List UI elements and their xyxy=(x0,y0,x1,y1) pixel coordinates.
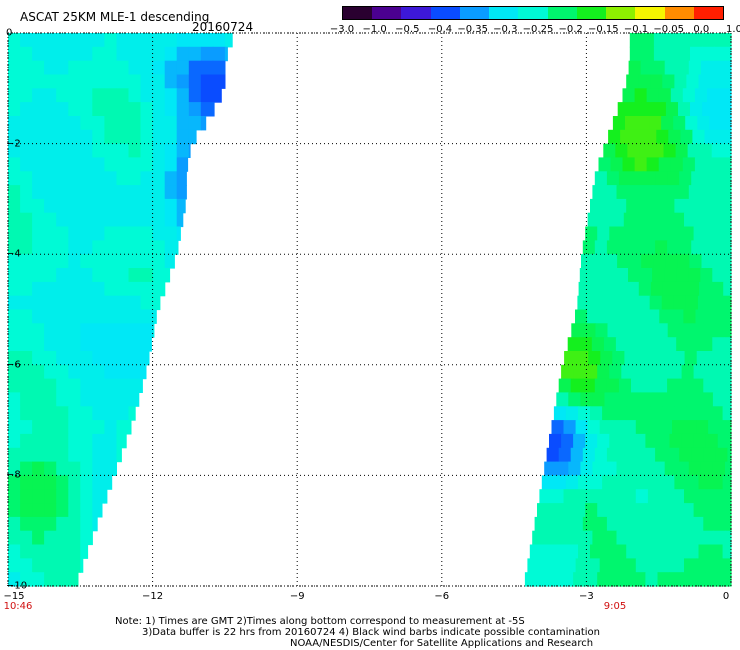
colorbar-label: −0.2 xyxy=(558,24,583,35)
y-tick-label: −4 xyxy=(6,248,21,260)
colorbar-label: 0.0 xyxy=(693,24,710,35)
colorbar-label: −0.05 xyxy=(653,24,684,35)
x-tick-label: −12 xyxy=(142,591,164,602)
time-left: 10:46 xyxy=(3,601,33,612)
swath-east xyxy=(524,33,732,587)
note-line-2: 3)Data buffer is 22 hrs from 20160724 4)… xyxy=(142,627,600,638)
x-tick-label: −9 xyxy=(289,591,305,602)
colorbar-segment xyxy=(518,7,548,19)
colorbar-label: −1.0 xyxy=(362,24,387,35)
colorbar-label: −3.0 xyxy=(329,24,355,35)
colorbar-segment xyxy=(664,7,694,19)
colorbar-segment xyxy=(459,7,490,19)
colorbar-label: −0.15 xyxy=(588,24,619,35)
swath-west xyxy=(8,33,233,587)
swath-layer xyxy=(8,33,732,587)
colorbar-segment xyxy=(343,7,373,19)
note-line-3: NOAA/NESDIS/Center for Satellite Applica… xyxy=(290,638,594,649)
colorbar-label: −0.3 xyxy=(493,24,518,35)
colorbar-segment xyxy=(401,7,431,19)
colorbar-segment xyxy=(693,7,724,19)
time-right: 9:05 xyxy=(603,601,627,612)
x-tick-label: −3 xyxy=(579,591,594,602)
colorbar-label: 1.0 xyxy=(726,24,740,35)
y-tick-label: −6 xyxy=(6,359,21,371)
x-tick-label: 0 xyxy=(722,591,730,602)
colorbar-segment xyxy=(372,7,402,19)
x-tick-label: −15 xyxy=(3,591,25,602)
colorbar-segment xyxy=(576,7,607,19)
colorbar-label: −0.35 xyxy=(457,24,488,35)
colorbar-label: −0.4 xyxy=(427,24,453,35)
colorbar-segment xyxy=(606,7,636,19)
note-line-1: Note: 1) Times are GMT 2)Times along bot… xyxy=(115,616,525,627)
map-date: 20160724 xyxy=(192,20,254,34)
colorbar-segment xyxy=(547,7,577,19)
map-title: ASCAT 25KM MLE-1 descending xyxy=(20,10,210,24)
plot-frame xyxy=(7,32,732,587)
y-tick-label: −10 xyxy=(6,580,28,592)
colorbar-segment xyxy=(635,7,665,19)
colorbar-label: −0.25 xyxy=(522,24,554,35)
colorbar-label: −0.1 xyxy=(623,24,649,35)
colorbar xyxy=(342,6,724,20)
colorbar-label: −0.5 xyxy=(395,24,420,35)
colorbar-labels: −3.0 −1.0 −0.5 −0.4 −0.35 −0.3 −0.25 −0.2 −0.15−… xyxy=(330,24,740,36)
y-tick-label: −2 xyxy=(6,138,21,150)
x-tick-label: −6 xyxy=(434,591,450,602)
colorbar-segment xyxy=(489,7,519,19)
y-tick-label: −8 xyxy=(6,469,21,481)
y-tick-label: 0 xyxy=(6,27,13,39)
colorbar-segment xyxy=(430,7,460,19)
